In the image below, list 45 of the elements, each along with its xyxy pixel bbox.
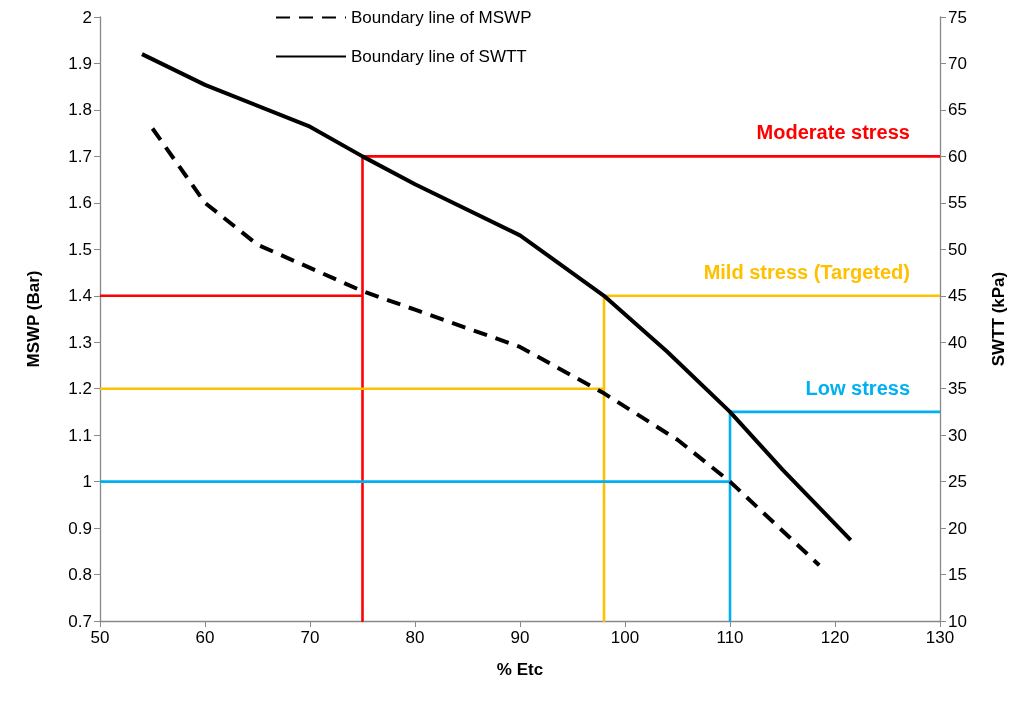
- annotation: Mild stress (Targeted): [703, 260, 910, 283]
- y-axis-title: MSWP (Bar): [24, 270, 43, 368]
- annotation: Low stress: [805, 376, 910, 399]
- y2-tick-label: 45: [948, 286, 967, 306]
- y-tick-label: 1.5: [68, 239, 92, 259]
- y-tick-label: 1.8: [68, 100, 92, 120]
- legend-label: Boundary line of SWTT: [351, 47, 527, 66]
- y-tick-label: 1.7: [68, 146, 92, 166]
- x-tick-label: 50: [90, 628, 110, 647]
- x-tick-label: 60: [195, 628, 215, 647]
- y2-tick-label: 55: [948, 193, 967, 213]
- y-tick-label: 0.8: [68, 565, 92, 585]
- legend-label: Boundary line of MSWP: [351, 8, 532, 27]
- x-tick-label: 90: [510, 628, 530, 647]
- y2-tick-label: 10: [948, 611, 967, 631]
- x-tick-label: 80: [405, 628, 425, 647]
- y2-tick-label: 65: [948, 100, 967, 120]
- y-tick-label: 1.6: [68, 193, 92, 213]
- y2-tick-label: 75: [948, 7, 967, 27]
- y-tick-label: 1.1: [68, 425, 92, 445]
- y2-tick-label: 50: [948, 239, 967, 259]
- y-tick-label: 1.3: [68, 332, 92, 352]
- y-tick-label: 0.7: [68, 611, 92, 631]
- y-tick-label: 1.4: [68, 286, 92, 306]
- y-tick-label: 1.2: [68, 379, 92, 399]
- annotation: Moderate stress: [756, 121, 910, 144]
- x-tick-label: 120: [820, 628, 850, 647]
- y2-tick-label: 15: [948, 565, 967, 585]
- y-tick-label: 1.9: [68, 53, 92, 73]
- y-tick-label: 0.9: [68, 518, 92, 538]
- y2-tick-label: 60: [948, 146, 967, 166]
- y2-tick-label: 20: [948, 518, 967, 538]
- y2-tick-label: 25: [948, 472, 967, 492]
- y2-tick-label: 40: [948, 332, 967, 352]
- y2-axis-title: SWTT (kPa): [989, 271, 1008, 367]
- x-tick-label: 70: [300, 628, 320, 647]
- y2-tick-label: 70: [948, 53, 967, 73]
- x-tick-label: 130: [925, 628, 955, 647]
- y-tick-label: 1: [82, 472, 92, 492]
- y2-tick-label: 30: [948, 425, 967, 445]
- y-tick-label: 2: [82, 7, 92, 27]
- x-axis-title: % Etc: [496, 660, 544, 679]
- y2-tick-label: 35: [948, 379, 967, 399]
- x-tick-label: 110: [716, 628, 744, 647]
- x-tick-label: 100: [610, 628, 640, 647]
